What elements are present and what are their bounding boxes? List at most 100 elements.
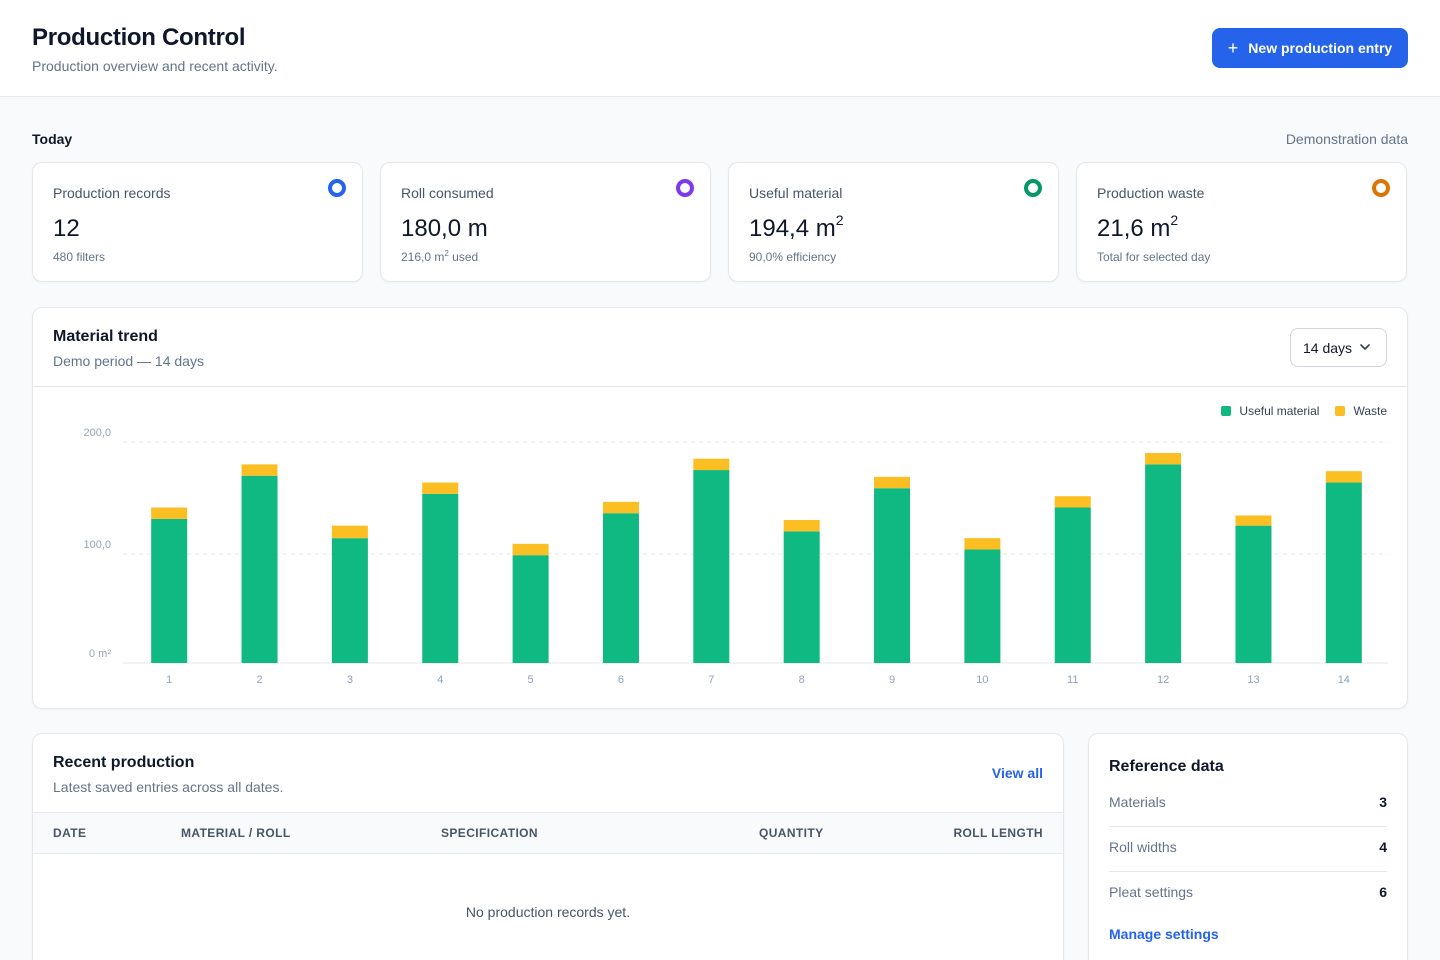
column-header-roll-length[interactable]: ROLL LENGTH (953, 826, 1043, 840)
empty-state-message: No production records yet. (465, 904, 631, 920)
chart-divider (33, 386, 1407, 387)
new-production-entry-button[interactable]: + New production entry (1212, 28, 1408, 68)
legend-label: Useful material (1239, 404, 1320, 418)
bar-waste (874, 476, 911, 489)
x-tick-label: 6 (618, 674, 624, 686)
stat-value: 12 (53, 215, 80, 242)
range-select[interactable]: 14 days (1290, 328, 1387, 367)
column-header-date[interactable]: DATE (53, 826, 87, 840)
bar-useful-material (1325, 482, 1362, 663)
bar-waste (331, 525, 368, 539)
demo-data-label: Demonstration data (1285, 131, 1408, 147)
bar-waste (783, 519, 820, 532)
legend-item: Useful material (1221, 404, 1319, 418)
bar-useful-material (512, 555, 549, 663)
table-header: DATE MATERIAL / ROLL SPECIFICATION QUANT… (33, 812, 1063, 854)
stat-label: Roll consumed (401, 185, 494, 201)
chart-title: Material trend (53, 328, 158, 345)
view-all-link[interactable]: View all (991, 765, 1043, 781)
recent-production-card: Recent production Latest saved entries a… (32, 733, 1064, 960)
bar-waste (512, 543, 549, 556)
status-ring-icon (1372, 179, 1390, 197)
x-tick-label: 7 (708, 674, 714, 686)
reference-row-roll-widths: Roll widths 4 (1109, 827, 1387, 872)
stat-label: Useful material (749, 185, 843, 201)
stat-card-production-records: Production records 12 480 filters (32, 162, 363, 282)
bar-useful-material (1235, 525, 1272, 663)
bar-waste (1235, 515, 1272, 526)
stat-label: Production waste (1097, 185, 1205, 201)
stat-value: 194,4 m2 (749, 212, 844, 242)
page-subtitle: Production overview and recent activity. (32, 58, 278, 74)
y-tick-label: 200,0 (83, 427, 111, 439)
bar-waste (151, 507, 188, 519)
bar-waste (1054, 496, 1091, 508)
chart-subtitle: Demo period — 14 days (53, 353, 204, 369)
x-tick-label: 13 (1247, 674, 1259, 686)
chevron-down-icon (1360, 344, 1370, 350)
bar-useful-material (241, 475, 278, 663)
bar-useful-material (964, 549, 1001, 663)
bar-waste (1145, 453, 1182, 465)
stat-sub: 480 filters (53, 250, 106, 264)
stat-sub: 216,0 m2 used (401, 249, 479, 264)
bar-useful-material (1054, 507, 1091, 663)
x-tick-label: 11 (1067, 674, 1078, 686)
page-title: Production Control (32, 24, 246, 51)
bar-waste (602, 501, 639, 514)
new-production-entry-label: New production entry (1248, 40, 1393, 56)
x-tick-label: 1 (166, 674, 172, 686)
plus-icon: + (1227, 38, 1239, 58)
stat-card-roll-consumed: Roll consumed 180,0 m 216,0 m2 used (380, 162, 711, 282)
manage-settings-link[interactable]: Manage settings (1109, 926, 1219, 942)
status-ring-icon (328, 179, 346, 197)
status-ring-icon (1024, 179, 1042, 197)
recent-production-subtitle: Latest saved entries across all dates. (53, 779, 284, 795)
reference-row-value: 3 (1379, 794, 1387, 810)
bar-waste (422, 482, 459, 494)
stat-sub: 90,0% efficiency (749, 250, 837, 264)
x-tick-label: 9 (889, 674, 895, 686)
reference-row-pleat-settings: Pleat settings 6 (1109, 872, 1387, 917)
x-tick-label: 12 (1157, 674, 1169, 686)
bar-useful-material (783, 531, 820, 663)
x-tick-label: 2 (256, 674, 262, 686)
stat-sub: Total for selected day (1097, 250, 1211, 264)
legend-label: Waste (1353, 404, 1387, 418)
bar-useful-material (331, 538, 368, 663)
bar-waste (241, 464, 278, 476)
legend-swatch (1335, 406, 1346, 416)
chart-legend: Useful material Waste (1221, 404, 1387, 418)
reference-data-card: Reference data Materials 3 Roll widths 4… (1088, 733, 1408, 960)
bar-useful-material (1145, 464, 1182, 663)
range-select-value: 14 days (1303, 339, 1353, 356)
status-ring-icon (676, 179, 694, 197)
x-tick-label: 5 (528, 674, 534, 686)
stat-label: Production records (53, 185, 171, 201)
y-tick-label: 100,0 (83, 539, 111, 551)
stat-card-useful-material: Useful material 194,4 m2 90,0% efficiency (728, 162, 1059, 282)
bar-useful-material (874, 488, 911, 663)
bar-waste (1325, 471, 1362, 483)
stat-value: 180,0 m (401, 215, 488, 242)
reference-row-materials: Materials 3 (1109, 782, 1387, 827)
reference-row-label: Pleat settings (1109, 884, 1194, 900)
column-header-quantity[interactable]: QUANTITY (759, 826, 824, 840)
today-label: Today (32, 131, 73, 147)
reference-row-label: Materials (1109, 794, 1166, 810)
bar-useful-material (693, 470, 730, 663)
material-trend-card: Material trend Demo period — 14 days 14 … (32, 307, 1408, 709)
stat-value: 21,6 m2 (1097, 212, 1179, 242)
y-tick-label: 0 m² (89, 648, 111, 660)
legend-item: Waste (1335, 404, 1387, 418)
bar-waste (693, 458, 730, 471)
column-header-specification[interactable]: SPECIFICATION (441, 826, 538, 840)
x-tick-label: 4 (437, 674, 443, 686)
bar-waste (964, 538, 1001, 550)
column-header-material-roll[interactable]: MATERIAL / ROLL (181, 826, 291, 840)
reference-row-label: Roll widths (1109, 839, 1177, 855)
recent-production-title: Recent production (53, 754, 195, 771)
bar-useful-material (602, 513, 639, 663)
x-tick-label: 14 (1338, 674, 1350, 686)
page-header: Production Control Production overview a… (0, 0, 1440, 97)
